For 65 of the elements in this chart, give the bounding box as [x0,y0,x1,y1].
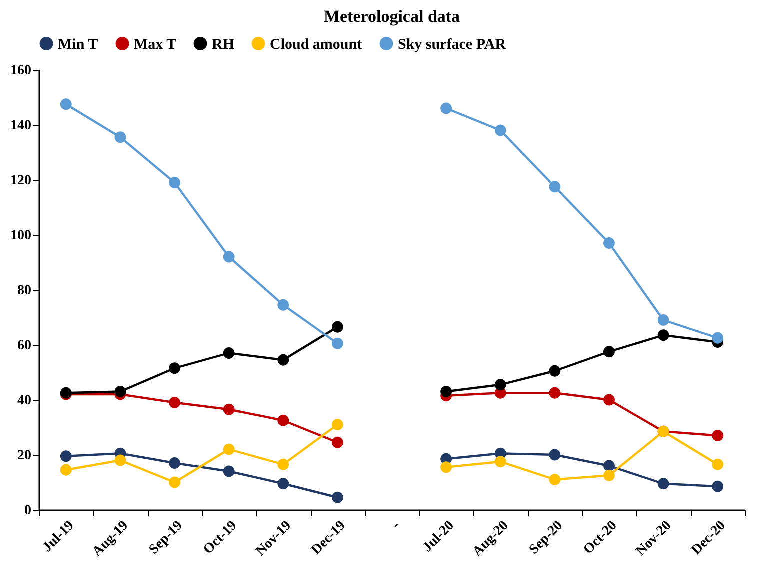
point [712,458,724,470]
point [114,386,126,398]
point [604,346,615,358]
point [712,430,724,442]
point [604,470,615,482]
legend-label: RH [212,36,235,53]
y-tick-label: 40 [18,394,32,408]
point [169,397,180,408]
y-tick-label: 160 [10,64,32,78]
point [440,102,452,114]
point [494,456,506,468]
point [440,386,452,398]
point [278,354,290,366]
point [604,238,615,249]
point [278,478,290,490]
point [223,404,235,416]
y-tick-label: 20 [18,448,32,464]
y-tick-label: 0 [24,504,32,518]
point [549,365,561,377]
point [549,449,561,461]
y-tick-label: 80 [18,284,32,298]
y-tick-label: 100 [10,228,32,244]
point [332,338,344,350]
y-tick-label: 140 [10,118,32,134]
point [440,462,452,474]
point [278,299,290,311]
x-tick-label: - [389,518,404,532]
legend-label: Sky surface PAR [398,36,506,53]
y-tick-label: 60 [18,338,32,354]
point [60,464,72,476]
point [169,177,180,188]
point [604,394,615,406]
legend-label: Min T [58,36,98,53]
point [223,444,235,456]
point [278,414,290,426]
point [278,458,290,470]
point [549,181,561,193]
point [658,314,670,326]
chart-title: Meterological data [324,7,461,26]
point [494,379,506,391]
point [169,458,180,469]
point [332,419,344,430]
point [169,362,180,374]
point [169,476,180,488]
point [549,474,561,486]
point [332,321,344,333]
legend-label: Cloud amount [270,36,362,53]
legend-label: Max T [134,36,177,53]
point [494,124,506,136]
point [60,450,72,462]
point [712,480,724,492]
point [549,387,561,399]
y-tick-label: 120 [10,174,32,188]
point [114,132,126,144]
point [712,332,724,344]
point [60,98,72,110]
point [223,466,235,478]
point [223,348,235,359]
point [658,478,670,490]
point [223,251,235,263]
point [114,454,126,466]
point [658,330,670,342]
point [604,460,615,472]
point [332,492,344,504]
point [332,436,344,448]
